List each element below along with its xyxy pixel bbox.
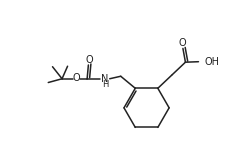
Text: H: H <box>101 80 108 89</box>
Text: N: N <box>101 74 108 84</box>
Text: OH: OH <box>204 57 219 67</box>
Text: O: O <box>178 38 185 48</box>
Text: O: O <box>85 55 93 65</box>
Text: O: O <box>73 73 80 83</box>
